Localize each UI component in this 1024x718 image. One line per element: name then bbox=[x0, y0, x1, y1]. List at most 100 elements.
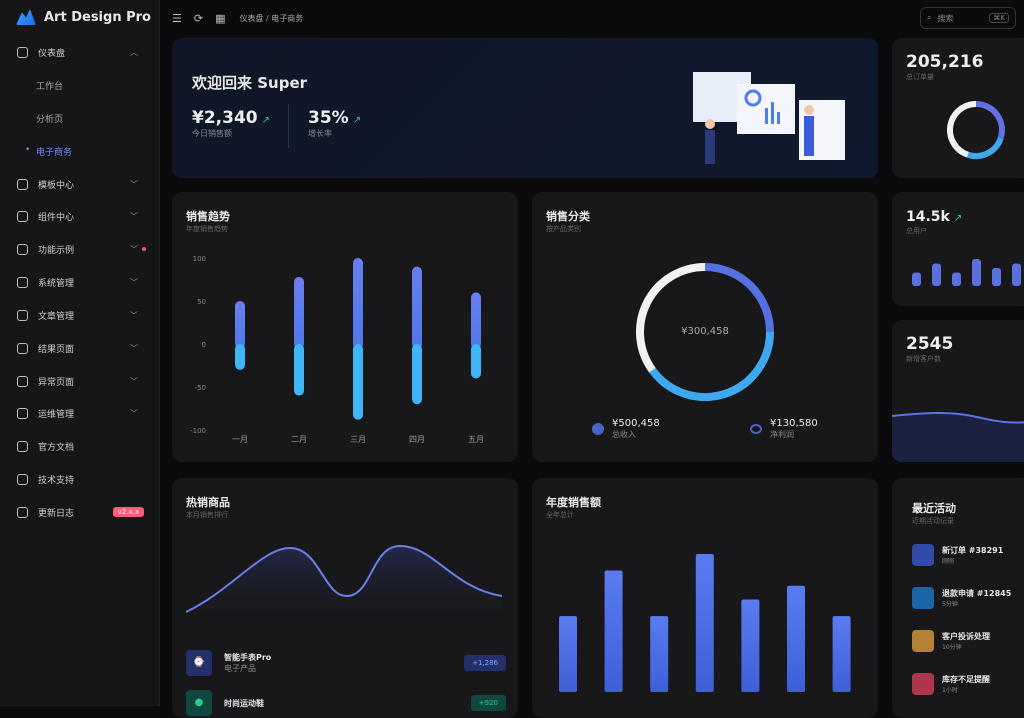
bar bbox=[1012, 263, 1021, 286]
x-tick-label: 二月 bbox=[291, 435, 307, 444]
ring-segment bbox=[975, 101, 1005, 139]
sidebar-item[interactable]: 技术支持 bbox=[0, 467, 160, 491]
ring-segment bbox=[649, 331, 774, 401]
activity-icon bbox=[912, 587, 934, 609]
card-subtitle: 全年总计 bbox=[546, 511, 574, 519]
bar-negative bbox=[235, 344, 245, 370]
card-subtitle: 近期活动记录 bbox=[912, 517, 954, 525]
sidebar-item[interactable]: 异常页面 ﹀ bbox=[0, 369, 160, 393]
activity-time: 1小时 bbox=[942, 687, 958, 694]
activity-title: 新订单 #38291 bbox=[942, 546, 1004, 555]
sidebar: Art Design Pro 仪表盘 ︿ 模板中心 ﹀ 组件中心 ﹀ 功能示例 ﹀ 系统管理 ﹀ 文… bbox=[0, 0, 160, 706]
sidebar-item[interactable]: 模板中心 ﹀ bbox=[0, 172, 160, 196]
sidebar-item-label: 技术支持 bbox=[38, 475, 75, 486]
stat-value: 35% bbox=[308, 108, 349, 128]
chevron-down-icon: ﹀ bbox=[130, 376, 138, 386]
chevron-down-icon: ﹀ bbox=[130, 244, 138, 254]
y-tick-label: -100 bbox=[190, 427, 206, 435]
sidebar-item-label: 官方文档 bbox=[38, 442, 75, 453]
bar-positive bbox=[294, 276, 304, 349]
menu-icon bbox=[17, 243, 28, 255]
sidebar-item[interactable]: 官方文档 bbox=[0, 434, 160, 458]
arrow-up-icon: ↗ bbox=[261, 115, 270, 126]
sidebar-item-label: 结果页面 bbox=[38, 344, 75, 355]
app-name: Art Design Pro bbox=[44, 9, 151, 25]
activity-time: 刚刚 bbox=[942, 558, 955, 565]
hot-products-card: 热销商品 本月销售排行 ⌚ 智能手表Pro 电子产品 +1,286 ● 时尚运动鞋 +92… bbox=[172, 478, 518, 718]
logo[interactable]: Art Design Pro bbox=[16, 9, 151, 25]
search-input[interactable]: ⌕ 搜索 ⌘K bbox=[920, 7, 1016, 29]
activity-item[interactable]: 新订单 #38291 刚刚 bbox=[912, 544, 1024, 566]
stat-growth: 35% ↗ 增长率 bbox=[308, 108, 361, 139]
sidebar-item[interactable]: 运维管理 ﹀ bbox=[0, 401, 160, 425]
users-value: 14.5k bbox=[906, 209, 950, 225]
activity-title: 库存不足提醒 bbox=[942, 675, 990, 684]
card-title: 热销商品 bbox=[186, 496, 230, 509]
orders-card: 205,216 总订单量 bbox=[892, 38, 1024, 178]
breadcrumb-item[interactable]: 仪表盘 bbox=[239, 13, 264, 23]
ring-segment bbox=[947, 101, 977, 158]
sidebar-item[interactable]: 系统管理 ﹀ bbox=[0, 270, 160, 294]
stat-label: 增长率 bbox=[308, 129, 332, 138]
sidebar-item[interactable]: 组件中心 ﹀ bbox=[0, 204, 160, 228]
chevron-down-icon: ﹀ bbox=[130, 277, 138, 287]
sales-trend-chart: 100 50 0 -50 -100 一月 二月 三月 四月 五月 bbox=[190, 255, 484, 444]
bar-positive bbox=[235, 301, 245, 349]
bar bbox=[559, 616, 577, 692]
menu-icon bbox=[17, 276, 28, 288]
notification-dot bbox=[142, 247, 146, 251]
arrow-up-icon: ↗ bbox=[953, 213, 963, 224]
sidebar-subitem[interactable]: 分析页 bbox=[36, 112, 63, 125]
sidebar-item[interactable]: 功能示例 ﹀ bbox=[0, 237, 160, 261]
users-label: 总用户 bbox=[906, 227, 927, 235]
chevron-down-icon: ﹀ bbox=[130, 408, 138, 418]
logo-icon bbox=[16, 9, 36, 25]
bar bbox=[992, 268, 1001, 286]
y-tick-label: 100 bbox=[193, 255, 206, 263]
activity-icon bbox=[912, 544, 934, 566]
legend-value: ¥500,458 bbox=[612, 418, 660, 429]
grid-icon[interactable]: ▦ bbox=[215, 11, 226, 25]
orders-ring-chart bbox=[947, 101, 1005, 159]
bar-positive bbox=[471, 292, 481, 349]
sidebar-subitem[interactable]: • 电子商务 bbox=[25, 145, 73, 158]
watch-icon: ⌚ bbox=[186, 650, 212, 676]
shortcut-hint: ⌘K bbox=[989, 13, 1009, 23]
legend-value: ¥130,580 bbox=[770, 418, 818, 429]
y-tick-label: 0 bbox=[202, 341, 206, 349]
product-row[interactable]: ● 时尚运动鞋 +920 bbox=[186, 690, 506, 716]
sidebar-item[interactable]: 结果页面 ﹀ bbox=[0, 336, 160, 360]
customers-line-chart bbox=[892, 412, 1024, 462]
customers-value: 2545 bbox=[906, 334, 954, 354]
activity-item[interactable]: 客户投诉处理 10分钟 bbox=[912, 630, 1024, 652]
bar-negative bbox=[412, 344, 422, 405]
sidebar-subitem[interactable]: 工作台 bbox=[36, 79, 63, 92]
product-row[interactable]: ⌚ 智能手表Pro 电子产品 +1,286 bbox=[186, 650, 506, 676]
sidebar-item[interactable]: 仪表盘 ︿ bbox=[0, 40, 160, 64]
chevron-down-icon: ﹀ bbox=[130, 179, 138, 189]
menu-icon bbox=[17, 210, 28, 222]
coin-icon bbox=[750, 424, 762, 434]
sidebar-item-label: 仪表盘 bbox=[38, 48, 66, 59]
wallet-icon bbox=[592, 423, 604, 435]
activity-icon bbox=[912, 673, 934, 695]
search-icon: ⌕ bbox=[927, 13, 932, 22]
menu-fold-icon[interactable]: ☰ bbox=[172, 11, 182, 25]
refresh-icon[interactable]: ⟳ bbox=[193, 11, 204, 25]
bar-negative bbox=[294, 344, 304, 396]
annual-sales-card: 年度销售额 全年总计 bbox=[532, 478, 878, 718]
welcome-illustration bbox=[693, 72, 845, 164]
bar bbox=[604, 570, 623, 692]
chevron-down-icon: ﹀ bbox=[130, 343, 138, 353]
search-placeholder: 搜索 bbox=[937, 13, 954, 23]
sidebar-item[interactable]: 文章管理 ﹀ bbox=[0, 303, 160, 327]
sidebar-item[interactable]: 更新日志 v2.x.x bbox=[0, 500, 160, 524]
activity-item[interactable]: 库存不足提醒 1小时 bbox=[912, 673, 1024, 695]
sidebar-subitem-label: 电子商务 bbox=[36, 148, 73, 158]
activity-title: 客户投诉处理 bbox=[942, 632, 990, 641]
activity-item[interactable]: 退款申请 #12845 5分钟 bbox=[912, 587, 1024, 609]
bar-negative bbox=[471, 344, 481, 379]
sidebar-item-label: 更新日志 bbox=[38, 508, 75, 519]
menu-icon bbox=[17, 342, 28, 354]
bar bbox=[741, 599, 760, 692]
